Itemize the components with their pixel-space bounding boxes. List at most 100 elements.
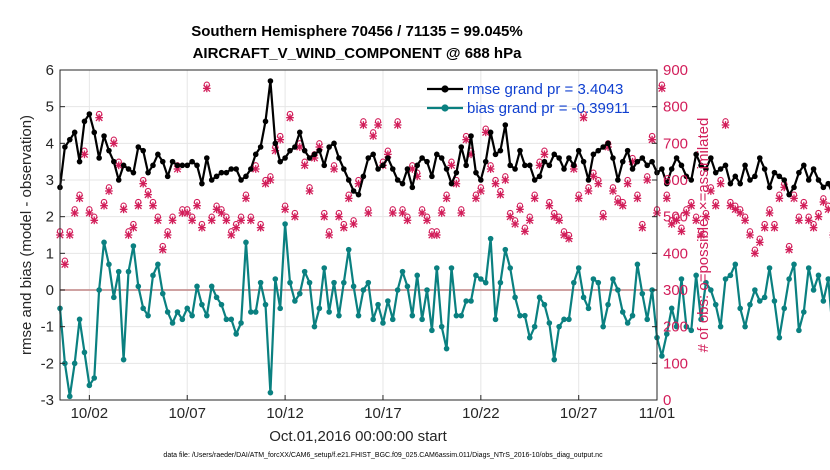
x-axis-label: Oct.01,2016 00:00:00 start [269,428,447,445]
obs-assimilated-point [716,179,725,188]
rmse-point [228,166,235,172]
bias-point [355,312,362,319]
rmse-point [111,158,117,165]
rmse-point [703,166,709,172]
rmse-point [125,166,132,172]
rmse-point [708,155,714,161]
rmse-point [717,166,724,172]
obs-assimilated-point [266,176,275,184]
bias-point [644,316,651,323]
rmse-point [208,177,215,183]
obs-assimilated-point [124,231,133,239]
rmse-point [189,158,195,165]
bias-point [698,316,704,323]
bias-point [414,272,421,279]
y2-tick-label: 400 [663,245,688,262]
bias-point [615,287,621,293]
bias-point [140,305,146,312]
obs-assimilated-point [65,231,74,239]
bias-point [135,283,142,290]
bias-point [497,279,504,286]
obs-assimilated-point [702,212,710,221]
bias-point [492,316,499,323]
legend: rmse grand pr = 3.4043 bias grand pr = -… [427,81,630,117]
rmse-point [742,162,748,169]
obs-assimilated-point [261,179,270,188]
bias-point [668,305,675,312]
rmse-point [478,177,484,183]
bias-point [580,294,587,301]
obs-assimilated-point [721,121,730,129]
obs-assimilated-point [202,84,211,93]
bias-point [786,276,792,282]
obs-assimilated-point [706,187,715,195]
obs-assimilated-point [349,220,358,228]
bias-point [825,276,830,282]
bias-point [805,265,812,271]
obs-assimilated-point [589,172,598,181]
bias-point [394,287,401,293]
bias-point [71,360,78,367]
rmse-point [184,162,191,169]
bias-point [624,320,631,326]
rmse-point [409,184,416,191]
rmse-point [238,177,244,183]
rmse-point [624,147,631,154]
obs-assimilated-point [286,113,294,122]
bias-point [590,276,597,282]
rmse-point [194,162,200,169]
obs-assimilated-point [281,205,289,214]
obs-assimilated-point [790,194,798,203]
rmse-point [487,129,494,136]
rmse-point [282,155,288,161]
rmse-point [482,158,489,165]
obs-assimilated-point [775,194,784,203]
rmse-point [634,158,641,165]
bias-point [301,268,308,275]
legend-rmse-label: rmse grand pr = 3.4043 [467,81,623,98]
bias-point [448,265,455,271]
bias-point [111,294,117,301]
footnote: data file: /Users/raeder/DAI/ATM_forcXX/… [163,452,603,459]
rmse-point [243,173,249,180]
x-tick-label: 10/07 [168,405,206,422]
obs-assimilated-point [374,121,382,129]
bias-point [796,327,802,334]
bias-point [375,301,381,308]
rmse-point [272,140,279,147]
rmse-point [179,162,186,169]
bias-point [370,316,376,323]
obs-assimilated-point [540,150,549,159]
bias-point [360,287,367,293]
bias-point [678,276,685,282]
rmse-point [644,162,651,169]
rmse-point [693,151,699,158]
bias-point [747,301,753,308]
y-tick-label: 2 [46,209,54,226]
rmse-point [458,144,465,150]
rmse-point [174,162,181,169]
rmse-point [771,169,778,176]
obs-assimilated-point [648,135,656,144]
y2-tick-label: 0 [663,392,671,409]
bias-point [257,279,264,286]
bias-point [194,283,200,290]
obs-assimilated-point [476,187,485,195]
y-tick-label: -1 [41,319,54,336]
bias-point [389,316,396,323]
bias-point [159,290,166,297]
bias-point [659,353,665,359]
obs-assimilated-point [335,212,343,221]
y2-tick-label: 100 [663,355,688,372]
bias-point [145,312,151,319]
obs-assimilated-point [677,227,686,236]
obs-assimilated-point [809,223,818,232]
rmse-point [737,180,743,187]
obs-assimilated-point [814,212,823,221]
y-tick-label: 4 [46,135,54,152]
rmse-point [292,144,298,150]
rmse-point [639,155,646,161]
bias-point [287,279,293,286]
rmse-point [580,158,587,165]
rmse-point [801,162,807,169]
